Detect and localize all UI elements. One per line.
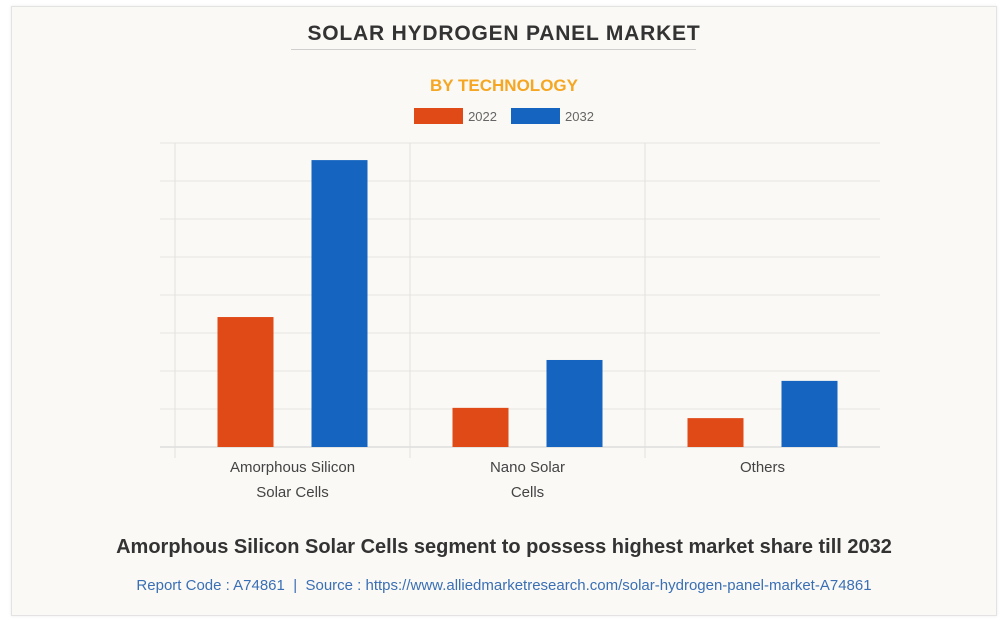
source-link[interactable]: Source : https://www.alliedmarketresearc… <box>305 577 872 594</box>
source-line: Report Code : A74861 | Source : https://… <box>0 577 1008 594</box>
bar-2022 <box>217 317 274 447</box>
legend-item-2022[interactable]: 2022 <box>414 108 497 124</box>
bar-2032 <box>546 359 603 447</box>
legend-label-2032: 2032 <box>565 108 594 124</box>
bar-2022 <box>452 407 509 447</box>
chart-subtitle: BY TECHNOLOGY <box>430 76 578 95</box>
legend-swatch-2032 <box>511 108 560 124</box>
bar-2032 <box>311 160 368 447</box>
chart-title: SOLAR HYDROGEN PANEL MARKET <box>307 22 701 45</box>
title-divider <box>291 49 696 50</box>
x-tick-label: Amorphous Silicon Solar Cells <box>230 459 355 501</box>
chart-headline: Amorphous Silicon Solar Cells segment to… <box>116 536 892 558</box>
separator: | <box>293 577 298 594</box>
bar-2032 <box>781 380 838 447</box>
report-code: Report Code : A74861 <box>136 577 285 594</box>
bar-2022 <box>687 418 744 447</box>
legend-label-2022: 2022 <box>468 108 497 124</box>
legend-swatch-2022 <box>414 108 464 124</box>
legend-item-2032[interactable]: 2032 <box>511 108 594 124</box>
x-tick-label: Others <box>740 459 785 476</box>
legend: 2022 2032 <box>0 108 1008 124</box>
x-tick-label: Nano Solar Cells <box>490 459 565 501</box>
